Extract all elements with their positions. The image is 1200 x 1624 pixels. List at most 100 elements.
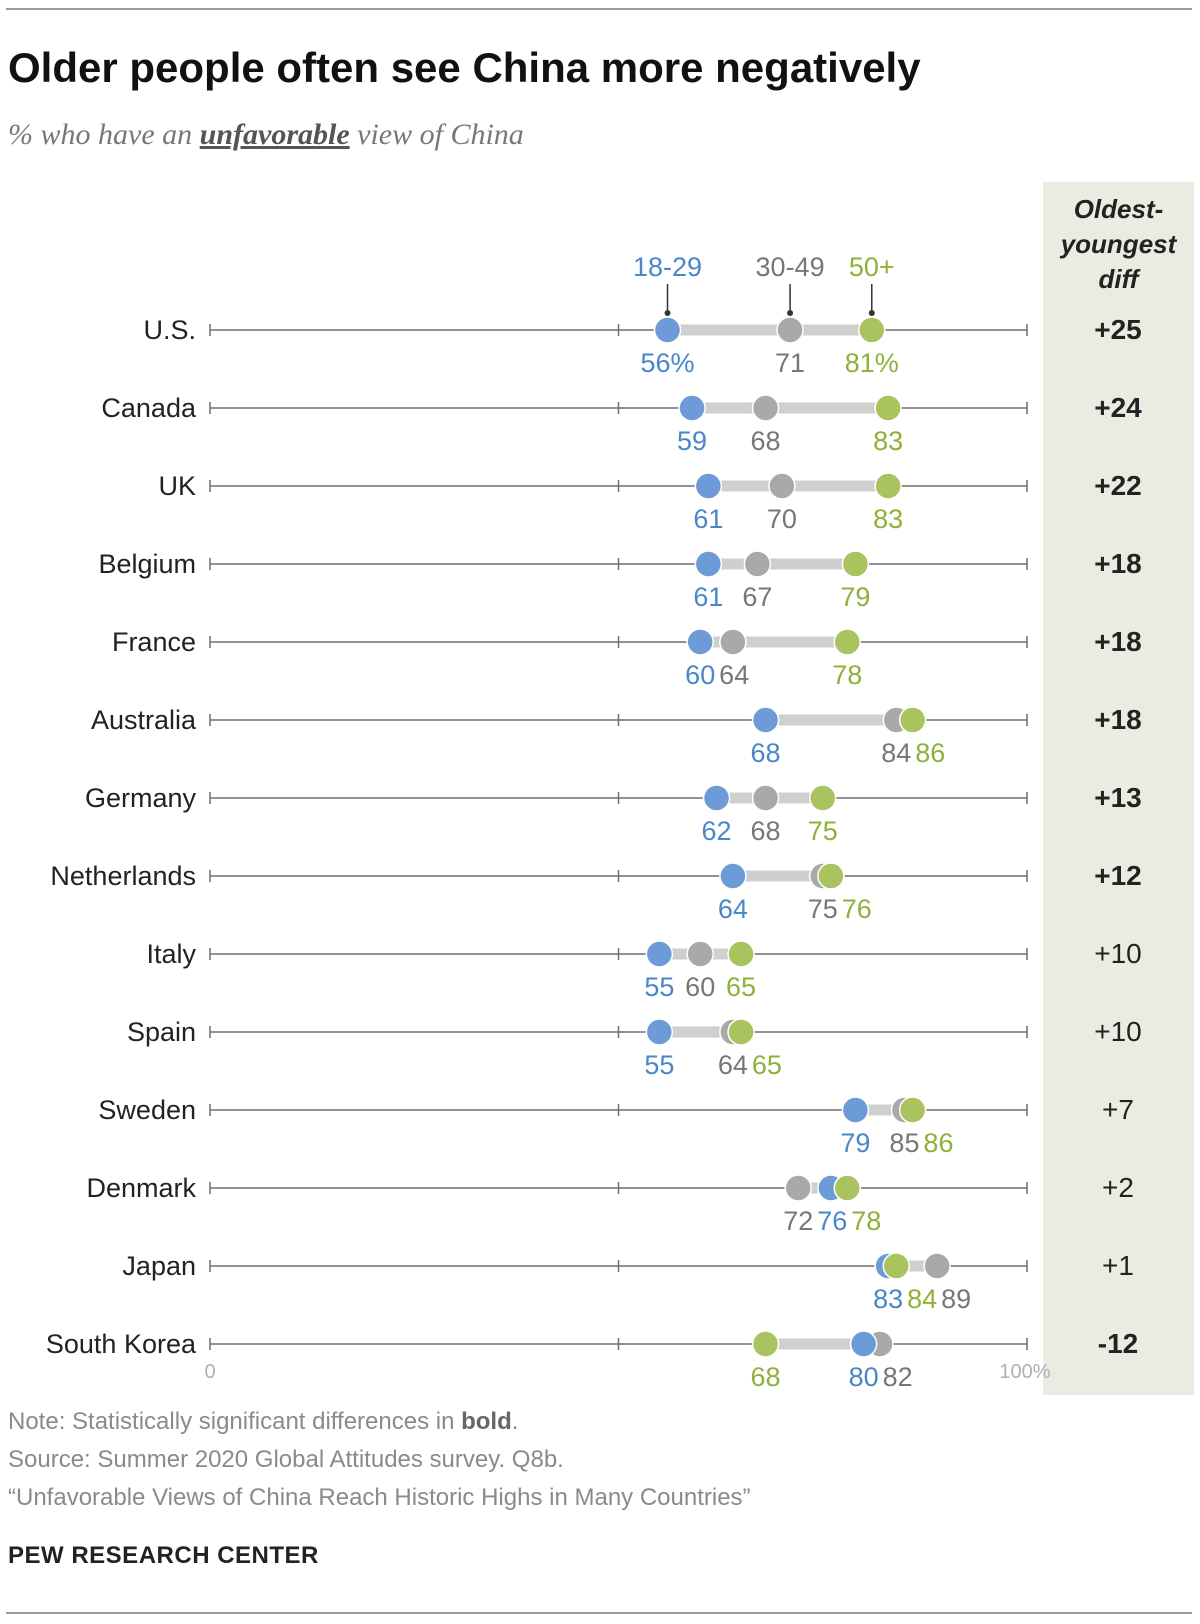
dot-young xyxy=(719,862,747,890)
value-label-mid: 64 xyxy=(718,1050,748,1080)
dot-old xyxy=(809,784,837,812)
value-label-old: 68 xyxy=(751,1362,781,1392)
value-label-mid: 70 xyxy=(767,504,797,534)
dot-mid xyxy=(686,940,714,968)
dot-young xyxy=(841,1096,870,1124)
diff-value: +2 xyxy=(1102,1172,1134,1203)
country-label: Germany xyxy=(85,783,197,813)
diff-value: +13 xyxy=(1094,782,1142,813)
dot-old xyxy=(751,1330,780,1358)
value-label-young: 60 xyxy=(685,660,715,690)
diff-header-line: diff xyxy=(1098,264,1139,294)
value-label-young: 55 xyxy=(644,1050,674,1080)
dot-old xyxy=(882,1252,911,1280)
dot-old xyxy=(833,1174,862,1202)
diff-column-header: Oldest- youngest diff xyxy=(1043,192,1194,297)
diff-header-line: Oldest- xyxy=(1073,194,1164,224)
dot-old xyxy=(833,628,862,656)
value-label-young: 68 xyxy=(751,738,781,768)
diff-value: +1 xyxy=(1102,1250,1134,1281)
value-label-young: 76 xyxy=(817,1206,847,1236)
value-label-old: 86 xyxy=(923,1128,953,1158)
legend-label-old: 50+ xyxy=(849,252,895,282)
dot-mid xyxy=(768,472,796,500)
footnote-report: “Unfavorable Views of China Reach Histor… xyxy=(8,1484,751,1511)
dot-young xyxy=(694,472,723,500)
value-label-young: 62 xyxy=(702,816,732,846)
dot-young xyxy=(653,316,682,344)
note-bold: bold xyxy=(461,1408,512,1435)
subtitle-prefix: % who have an xyxy=(8,118,193,151)
value-label-old: 65 xyxy=(726,972,756,1002)
country-label: France xyxy=(112,627,196,657)
diff-value: +25 xyxy=(1094,314,1142,345)
value-label-mid: 85 xyxy=(889,1128,919,1158)
diff-value: -12 xyxy=(1098,1328,1138,1359)
legend-pointer-dot xyxy=(868,310,875,316)
value-label-mid: 71 xyxy=(775,348,805,378)
value-label-mid: 72 xyxy=(783,1206,813,1236)
dot-old xyxy=(727,940,755,968)
country-label: Netherlands xyxy=(50,861,196,891)
subtitle-suffix: view of China xyxy=(357,118,524,151)
country-label: Japan xyxy=(122,1251,196,1281)
top-rule xyxy=(6,8,1192,10)
x-tick-label: 100% xyxy=(999,1361,1050,1383)
country-label: Belgium xyxy=(98,549,196,579)
value-label-old: 83 xyxy=(873,426,903,456)
dot-old xyxy=(727,1018,755,1046)
value-label-old: 76 xyxy=(842,894,872,924)
dot-old xyxy=(841,550,870,578)
chart-subtitle: % who have an unfavorable view of China xyxy=(8,118,524,152)
diff-value: +7 xyxy=(1102,1094,1134,1125)
chart-title: Older people often see China more negati… xyxy=(8,44,921,91)
dot-old xyxy=(898,1096,927,1124)
value-label-old: 78 xyxy=(832,660,862,690)
footnote-source: Source: Summer 2020 Global Attitudes sur… xyxy=(8,1446,564,1473)
value-label-young: 83 xyxy=(873,1284,903,1314)
dot-young xyxy=(702,784,731,812)
legend-label-young: 18-29 xyxy=(633,252,702,282)
value-label-mid: 82 xyxy=(883,1362,913,1392)
diff-value: +18 xyxy=(1094,548,1142,579)
value-label-mid: 67 xyxy=(742,582,772,612)
country-label: Italy xyxy=(146,939,196,969)
country-label: Australia xyxy=(91,705,197,735)
dot-old xyxy=(858,316,886,344)
dot-mid xyxy=(751,784,780,812)
value-label-young: 61 xyxy=(693,582,723,612)
dot-young xyxy=(645,940,674,968)
legend-label-mid: 30-49 xyxy=(756,252,825,282)
diff-column-background xyxy=(1043,182,1194,1395)
dot-young xyxy=(694,550,723,578)
value-label-old: 81% xyxy=(845,348,899,378)
diff-value: +18 xyxy=(1094,704,1142,735)
country-label: U.S. xyxy=(143,315,196,345)
dot-old xyxy=(898,706,927,734)
value-label-young: 59 xyxy=(677,426,707,456)
dot-young xyxy=(645,1018,674,1046)
value-label-mid: 68 xyxy=(751,816,781,846)
diff-header-line: youngest xyxy=(1060,229,1177,259)
x-tick-label: 0 xyxy=(204,1361,215,1383)
value-label-old: 65 xyxy=(752,1050,782,1080)
value-label-old: 83 xyxy=(873,504,903,534)
diff-value: +12 xyxy=(1094,860,1142,891)
dot-mid xyxy=(784,1174,812,1202)
value-label-mid: 75 xyxy=(808,894,838,924)
footnote-note: Note: Statistically significant differen… xyxy=(8,1408,518,1436)
country-label: Sweden xyxy=(98,1095,196,1125)
dot-young xyxy=(849,1330,878,1358)
value-label-young: 55 xyxy=(644,972,674,1002)
brand-name: PEW RESEARCH CENTER xyxy=(8,1542,319,1569)
dot-old xyxy=(817,862,845,890)
country-label: Denmark xyxy=(86,1173,196,1203)
subtitle-emphasis: unfavorable xyxy=(199,118,350,151)
value-label-mid: 89 xyxy=(941,1284,971,1314)
value-label-mid: 84 xyxy=(881,738,911,768)
note-prefix: Note: Statistically significant differen… xyxy=(8,1408,455,1435)
dot-plot-chart: U.S. 56% 71 81% +25 Canada 59 68 83 +24 UK 61 70 83 +2… xyxy=(46,252,1142,1392)
country-label: Spain xyxy=(127,1017,196,1047)
value-label-old: 75 xyxy=(808,816,838,846)
value-label-young: 61 xyxy=(693,504,723,534)
